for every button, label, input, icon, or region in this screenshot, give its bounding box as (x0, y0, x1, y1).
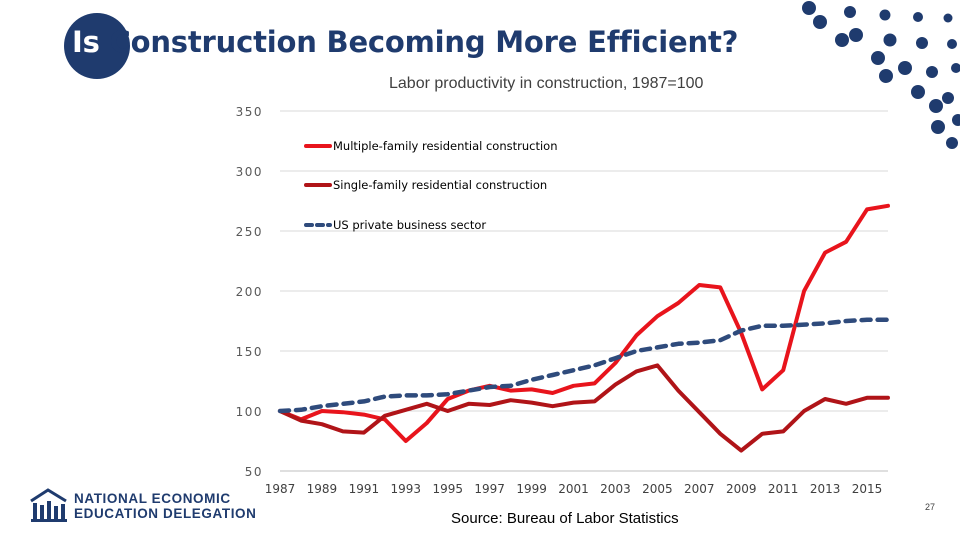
decorative-dot (943, 13, 953, 23)
legend-label: Multiple-family residential construction (333, 139, 558, 153)
decorative-dot (942, 92, 954, 104)
decorative-dot (879, 9, 891, 21)
y-tick-label: 200 (236, 285, 263, 299)
y-tick-label: 300 (236, 165, 263, 179)
columns-chart-logo-icon (30, 488, 67, 522)
series-line (278, 363, 890, 453)
decorative-dot (883, 33, 897, 47)
logo-line-2: EDUCATION DELEGATION (74, 506, 257, 521)
blue-dot-pattern-icon (802, 1, 960, 149)
x-tick-label: 1991 (349, 482, 380, 496)
x-tick-label: 2005 (642, 482, 673, 496)
x-tick-label: 2009 (726, 482, 757, 496)
decorative-dot (952, 114, 960, 126)
decorative-dot (844, 6, 856, 18)
decorative-dot (813, 15, 827, 29)
x-tick-label: 1989 (307, 482, 338, 496)
page-number: 27 (925, 502, 936, 512)
decorative-dot (849, 28, 863, 42)
chart-subtitle: Labor productivity in construction, 1987… (389, 75, 704, 92)
x-tick-label: 2015 (852, 482, 883, 496)
page-title: Is Construction Becoming More Efficient? (72, 25, 738, 59)
legend-label: US private business sector (333, 218, 486, 232)
x-tick-label: 2003 (600, 482, 631, 496)
x-tick-label: 1987 (265, 482, 296, 496)
y-tick-label: 50 (245, 465, 263, 479)
decorative-dot (898, 61, 912, 75)
title-circle (64, 13, 130, 79)
decorative-dot (916, 37, 928, 49)
decorative-dot (946, 137, 958, 149)
decorative-dot (879, 69, 893, 83)
logo-text: NATIONAL ECONOMIC EDUCATION DELEGATION (74, 491, 257, 521)
y-tick-label: 150 (236, 345, 263, 359)
decorative-dot (929, 99, 943, 113)
decorative-dot (951, 63, 960, 73)
source-note: Source: Bureau of Labor Statistics (451, 510, 679, 527)
x-tick-label: 2007 (684, 482, 715, 496)
decorative-dot (871, 51, 885, 65)
series-line (277, 317, 891, 414)
logo-line-1: NATIONAL ECONOMIC (74, 491, 231, 506)
x-tick-label: 1997 (474, 482, 505, 496)
x-tick-label: 2013 (810, 482, 841, 496)
title-rest: Construction Becoming More Efficient? (99, 25, 739, 59)
legend-label: Single-family residential construction (333, 178, 547, 192)
decorative-dot (911, 85, 925, 99)
x-tick-label: 2001 (558, 482, 589, 496)
title-first-word: Is (72, 25, 100, 59)
decorative-dot (835, 33, 849, 47)
y-tick-label: 350 (236, 105, 263, 119)
decorative-dot (913, 12, 923, 22)
decorative-dot (947, 39, 957, 49)
y-tick-label: 100 (236, 405, 263, 419)
decorative-dot (802, 1, 816, 15)
decorative-dot (931, 120, 945, 134)
y-tick-label: 250 (236, 225, 263, 239)
x-tick-label: 2011 (768, 482, 799, 496)
x-tick-label: 1995 (432, 482, 463, 496)
decorative-dot (926, 66, 938, 78)
x-tick-label: 1993 (391, 482, 422, 496)
x-tick-label: 1999 (516, 482, 547, 496)
